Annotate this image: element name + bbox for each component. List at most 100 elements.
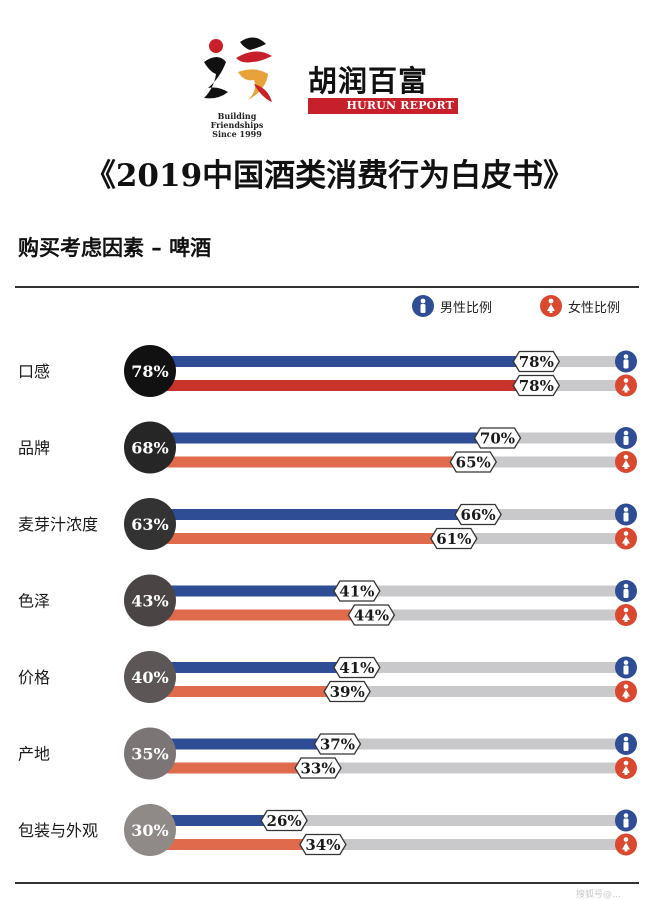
top-divider — [15, 286, 639, 288]
row-2-female-value-box — [449, 451, 498, 473]
row-7-overall-label: 30% — [131, 821, 168, 840]
row-5-female-value: 39% — [330, 683, 365, 701]
row-6-male-track — [150, 738, 625, 750]
row-1-female-value: 78% — [519, 377, 554, 395]
row-7-female-icon — [615, 833, 637, 856]
row-4-male-icon — [615, 580, 637, 602]
slogan-line-2: Since 1999 — [212, 129, 262, 139]
row-7-male-bar — [150, 815, 277, 826]
row-6-female-icon — [615, 757, 637, 779]
row-2-female-bar — [150, 456, 466, 468]
row-5-female-icon — [615, 680, 637, 703]
row-1-male-bar — [150, 356, 529, 367]
chart-title: 购买考虑因素 – 啤酒 — [18, 236, 212, 260]
row-1-male-value-box — [512, 350, 561, 373]
row-2-male-value-box — [473, 427, 522, 449]
row-5-category-label: 价格 — [18, 668, 50, 687]
row-5-overall-circle — [124, 651, 176, 703]
row-3-overall-label: 63% — [131, 515, 168, 534]
female-person-icon — [540, 295, 562, 317]
logo-slogan: Building Friendships Since 1999 — [198, 112, 276, 139]
row-4-male-track — [150, 585, 625, 597]
row-5-male-icon — [615, 656, 637, 679]
row-2-category-label: 品牌 — [18, 439, 50, 458]
row-6-male-bar — [150, 738, 330, 750]
row-4-female-value-box — [347, 604, 396, 626]
row-3-female-icon — [615, 527, 637, 550]
watermark: 搜狐号@… — [576, 890, 622, 900]
row-5-female-value-box — [323, 680, 371, 703]
row-3-female-value: 61% — [436, 530, 471, 548]
row-5-male-track — [150, 662, 625, 673]
row-4-male-bar — [150, 585, 349, 597]
row-7-female-bar — [150, 839, 315, 850]
brand-name-cn: 胡润百富 — [308, 64, 429, 98]
row-6-overall-circle — [124, 727, 176, 780]
male-person-icon — [412, 295, 434, 317]
row-2-male-value: 70% — [480, 430, 515, 448]
row-1-female-bar — [150, 380, 529, 391]
row-4-overall-label: 43% — [131, 592, 168, 611]
row-1-overall-label: 78% — [131, 362, 168, 381]
row-2-male-bar — [150, 432, 490, 444]
row-3-male-value-box — [454, 503, 502, 526]
row-6-female-value: 33% — [300, 760, 335, 778]
row-6-female-track — [150, 762, 625, 774]
row-4-overall-circle — [124, 574, 176, 627]
row-5-female-track — [150, 686, 625, 697]
legend-female: 女性比例 — [540, 294, 620, 318]
row-3-female-bar — [150, 533, 446, 544]
row-1-category-label: 口感 — [18, 362, 50, 381]
row-3-male-icon — [615, 503, 637, 526]
row-7-female-value-box — [299, 833, 347, 856]
row-6-overall-label: 35% — [131, 745, 168, 764]
row-6-male-value: 37% — [320, 736, 355, 754]
row-3-male-bar — [150, 509, 471, 520]
row-4-female-value: 44% — [354, 607, 389, 625]
legend-male-label: 男性比例 — [440, 300, 493, 316]
row-4-male-value: 41% — [339, 583, 374, 601]
row-5-female-bar — [150, 686, 340, 697]
row-1-male-icon — [615, 350, 637, 373]
row-3-male-value: 66% — [461, 506, 496, 524]
row-4-male-value-box — [333, 580, 381, 602]
row-4-female-bar — [150, 609, 364, 621]
legend-female-label: 女性比例 — [568, 300, 621, 316]
row-5-overall-label: 40% — [131, 668, 168, 687]
row-2-overall-label: 68% — [131, 439, 168, 458]
row-5-male-value: 41% — [339, 659, 374, 677]
row-7-male-track — [150, 815, 625, 826]
row-3-overall-circle — [124, 498, 176, 550]
row-6-female-value-box — [294, 757, 342, 779]
row-7-male-icon — [615, 809, 637, 832]
row-3-female-value-box — [430, 527, 478, 550]
building-friendships-logo-icon — [204, 37, 272, 102]
row-7-male-value: 26% — [267, 812, 302, 830]
row-4-category-label: 色泽 — [18, 592, 50, 611]
row-7-male-value-box — [260, 809, 308, 832]
row-7-female-value: 34% — [305, 836, 340, 854]
row-5-male-value-box — [333, 656, 381, 679]
row-3-category-label: 麦芽汁浓度 — [18, 515, 98, 534]
row-2-overall-circle — [124, 421, 176, 474]
row-1-overall-circle — [124, 345, 176, 397]
row-6-male-value-box — [313, 733, 362, 755]
row-4-female-icon — [615, 604, 637, 626]
row-2-female-value: 65% — [456, 454, 491, 472]
brand-name-en: HURUN REPORT — [308, 98, 458, 114]
row-6-female-bar — [150, 762, 311, 774]
row-1-female-icon — [615, 374, 637, 397]
row-1-male-value: 78% — [519, 353, 554, 371]
row-6-male-icon — [615, 733, 637, 755]
row-6-category-label: 产地 — [18, 745, 50, 764]
row-2-male-icon — [615, 427, 637, 449]
slogan-line-1: Building Friendships — [210, 111, 264, 130]
row-7-female-track — [150, 839, 625, 850]
row-2-female-icon — [615, 451, 637, 473]
row-5-male-bar — [150, 662, 349, 673]
row-7-overall-circle — [124, 804, 176, 856]
legend-male: 男性比例 — [412, 294, 492, 318]
report-title: 《2019中国酒类消费行为白皮书》 — [84, 158, 575, 194]
row-7-category-label: 包装与外观 — [18, 821, 98, 840]
